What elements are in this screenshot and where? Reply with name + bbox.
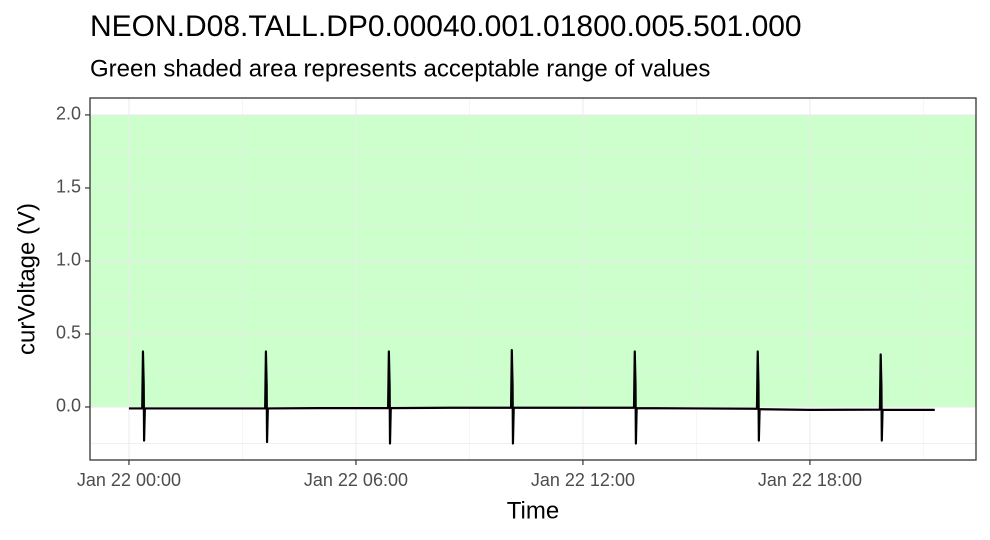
y-axis-title: curVoltage (V) bbox=[13, 203, 40, 355]
y-tick-label: 2.0 bbox=[56, 104, 81, 124]
x-tick-label: Jan 22 00:00 bbox=[77, 470, 181, 490]
panel-border bbox=[89, 97, 977, 461]
y-tick-label: 1.5 bbox=[56, 177, 81, 197]
y-tick-label: 0.5 bbox=[56, 323, 81, 343]
y-tick-label: 1.0 bbox=[56, 250, 81, 270]
y-tick-label: 0.0 bbox=[56, 396, 81, 416]
x-tick-label: Jan 22 06:00 bbox=[304, 470, 408, 490]
x-tick-label: Jan 22 18:00 bbox=[758, 470, 862, 490]
x-axis-title: Time bbox=[507, 497, 559, 524]
chart-subtitle: Green shaded area represents acceptable … bbox=[90, 55, 710, 82]
data-line bbox=[128, 348, 935, 445]
x-tick-label: Jan 22 12:00 bbox=[531, 470, 635, 490]
chart-title: NEON.D08.TALL.DP0.00040.001.01800.005.50… bbox=[90, 10, 802, 43]
